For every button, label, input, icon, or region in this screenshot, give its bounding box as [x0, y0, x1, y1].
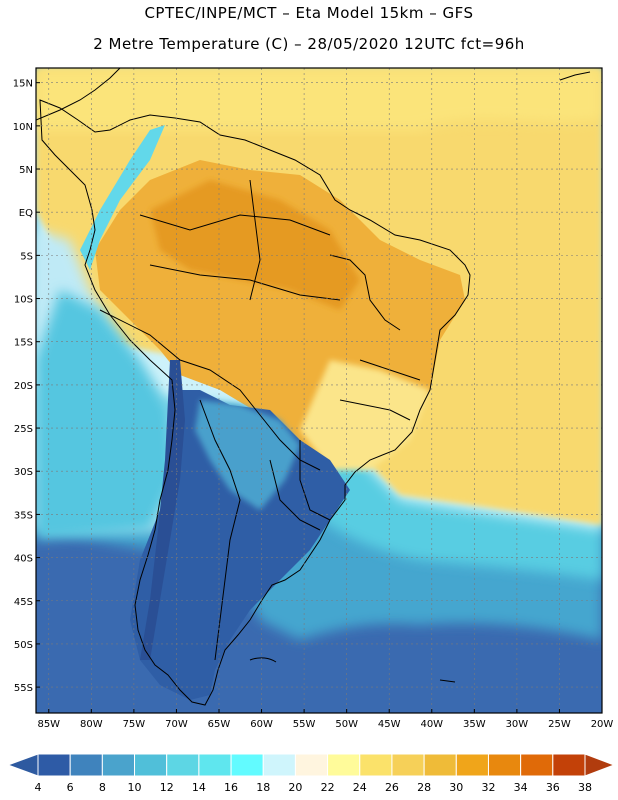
lon-tick-label: 45W — [378, 719, 401, 730]
colorbar-label: 32 — [481, 781, 495, 794]
colorbar-low-arrow — [6, 753, 39, 777]
colorbar-label: 6 — [67, 781, 74, 794]
colorbar-label: 34 — [514, 781, 528, 794]
map-title-line-2: 2 Metre Temperature (C) – 28/05/2020 12U… — [93, 35, 525, 53]
lon-tick-label: 40W — [420, 719, 443, 730]
colorbar-swatch — [294, 753, 329, 777]
lat-tick-label: 40S — [14, 554, 33, 565]
lat-tick-label: 20S — [14, 381, 33, 392]
colorbar-swatch — [487, 753, 522, 777]
temperature-map: 15N 10N 5N EQ 5S 10S 15S 20S 25S 30S 35S 40S 45S 50S 5… — [13, 67, 613, 730]
border-g — [269, 459, 321, 531]
colorbar-label: 12 — [160, 781, 174, 794]
field-land-moderate — [300, 360, 430, 470]
field-andes-north — [80, 125, 165, 270]
field-land-hottest — [150, 180, 360, 310]
field-land-cold — [130, 390, 350, 700]
coast-south-america — [39, 99, 471, 706]
colorbar-label: 10 — [128, 781, 142, 794]
lon-tick-label: 65W — [208, 719, 231, 730]
colorbar-high-arrow — [584, 753, 616, 777]
map-title-line-1: CPTEC/INPE/MCT – Eta Model 15km – GFS — [144, 4, 474, 22]
coast-falklands — [249, 657, 277, 663]
border-j — [339, 399, 411, 421]
field-north-sea — [36, 68, 602, 130]
colorbar-label: 16 — [224, 781, 238, 794]
colorbar-swatch — [166, 753, 200, 777]
longitude-axis: 85W 80W 75W 70W 65W 60W 55W 50W 45W 40W 35W 30W 25W 2… — [37, 709, 613, 730]
lon-tick-label: 50W — [335, 719, 358, 730]
lat-tick-label: 10S — [14, 295, 33, 306]
border-i — [359, 359, 421, 381]
border-d — [249, 179, 261, 301]
lon-tick-label: 20W — [591, 719, 614, 730]
lat-tick-label: 5N — [19, 165, 33, 176]
colorbar-label: 18 — [256, 781, 270, 794]
colorbar-swatch — [37, 753, 71, 777]
lat-tick-label: 30S — [14, 467, 33, 478]
lat-tick-label: 50S — [14, 640, 33, 651]
border-e — [299, 440, 331, 521]
lat-tick-label: 15N — [13, 79, 33, 90]
colorbar-swatch — [520, 753, 554, 777]
colorbar-label: 26 — [385, 781, 399, 794]
lat-tick-label: 55S — [14, 683, 33, 694]
colorbar-swatch — [134, 753, 168, 777]
lon-tick-label: 35W — [463, 719, 486, 730]
lat-tick-label: 5S — [20, 251, 33, 262]
map-frame — [35, 67, 603, 714]
colorbar-swatch — [262, 753, 296, 777]
lon-tick-label: 55W — [293, 719, 316, 730]
colorbar-label: 20 — [288, 781, 302, 794]
colorbar: 4 6 8 10 12 14 16 18 20 22 24 26 28 30 32 34 36 38 — [6, 753, 616, 794]
colorbar-swatch — [359, 753, 393, 777]
colorbar-swatch — [455, 753, 489, 777]
coast-caribbean — [559, 71, 591, 81]
colorbar-label: 14 — [192, 781, 206, 794]
colorbar-label: 8 — [99, 781, 106, 794]
lat-tick-label: 25S — [14, 424, 33, 435]
lon-tick-label: 75W — [123, 719, 146, 730]
colorbar-label: 24 — [353, 781, 367, 794]
lon-tick-label: 70W — [165, 719, 188, 730]
lon-tick-label: 30W — [506, 719, 529, 730]
temperature-field — [36, 68, 602, 713]
colorbar-label: 38 — [578, 781, 592, 794]
colorbar-swatch — [69, 753, 103, 777]
gridlines — [36, 68, 603, 713]
colorbar-swatch — [327, 753, 361, 777]
colorbar-label: 4 — [35, 781, 42, 794]
lat-tick-label: 45S — [14, 597, 33, 608]
coast-south-georgia — [439, 679, 456, 683]
border-b — [149, 264, 341, 301]
border-c — [139, 214, 331, 236]
coast-central-america — [36, 68, 121, 121]
latitude-axis: 15N 10N 5N EQ 5S 10S 15S 20S 25S 30S 35S 40S 45S 50S 5… — [13, 79, 40, 694]
lat-tick-label: 35S — [14, 510, 33, 521]
lon-tick-label: 60W — [250, 719, 273, 730]
lon-tick-label: 80W — [80, 719, 103, 730]
colorbar-label: 36 — [546, 781, 560, 794]
colorbar-label: 30 — [449, 781, 463, 794]
colorbar-swatch — [391, 753, 425, 777]
lon-tick-label: 85W — [37, 719, 60, 730]
colorbar-swatch — [423, 753, 457, 777]
colorbar-swatch — [198, 753, 232, 777]
colorbar-swatch — [101, 753, 136, 777]
field-land-cool — [195, 400, 300, 510]
field-andes-south — [140, 360, 185, 660]
colorbar-swatch — [552, 753, 586, 777]
coastlines — [36, 68, 591, 706]
field-pacific-cool — [36, 290, 175, 540]
border-a — [99, 309, 321, 471]
lat-tick-label: 15S — [14, 338, 33, 349]
lat-tick-label: EQ — [19, 208, 33, 219]
lon-tick-label: 25W — [548, 719, 571, 730]
lat-tick-label: 10N — [13, 122, 33, 133]
colorbar-label: 28 — [417, 781, 431, 794]
colorbar-label: 22 — [321, 781, 335, 794]
border-f — [199, 399, 241, 661]
colorbar-swatch — [230, 753, 264, 777]
